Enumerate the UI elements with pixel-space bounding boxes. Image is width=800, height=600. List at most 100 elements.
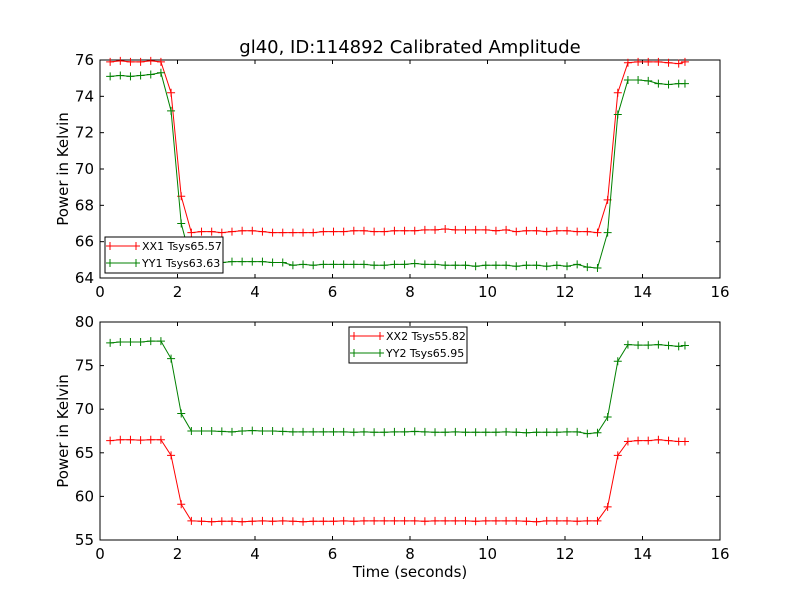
data-point <box>319 517 328 526</box>
data-point <box>634 341 643 350</box>
legend-label: XX1 Tsys65.57 <box>142 240 222 253</box>
data-point <box>278 516 287 525</box>
y-axis-label-bottom: Power in Kelvin <box>54 374 72 488</box>
data-point <box>674 342 683 351</box>
plot-bottom: 0 2 4 6 8 10 12 14 16 55 60 65 70 75 80 Power in Kelvi… <box>54 313 730 581</box>
data-point <box>420 427 429 436</box>
data-point <box>197 517 206 526</box>
data-point <box>451 427 460 436</box>
data-point <box>593 428 602 437</box>
data-point <box>634 436 643 445</box>
x-tick-label: 14 <box>633 545 652 563</box>
data-point <box>583 263 592 272</box>
data-point <box>116 338 125 347</box>
data-point <box>299 517 308 526</box>
data-point <box>238 427 247 435</box>
data-point <box>502 261 511 270</box>
data-point <box>680 57 689 66</box>
data-point <box>522 517 531 526</box>
data-point <box>248 226 257 235</box>
x-tick-label: 14 <box>633 283 652 301</box>
data-point <box>339 427 348 436</box>
data-point <box>156 68 165 77</box>
data-point <box>227 427 236 436</box>
data-point <box>471 428 480 437</box>
data-point <box>116 435 125 444</box>
data-point <box>420 225 429 234</box>
data-point <box>542 516 551 525</box>
data-point <box>461 516 470 525</box>
data-point <box>593 516 602 525</box>
data-point <box>390 427 399 436</box>
data-point <box>329 427 338 436</box>
data-point <box>288 261 297 270</box>
data-point <box>380 261 389 270</box>
data-point <box>573 517 582 526</box>
data-point <box>532 226 541 235</box>
data-point <box>664 80 673 89</box>
data-point <box>613 451 622 460</box>
data-point <box>359 260 368 269</box>
data-point <box>126 338 135 347</box>
data-point <box>573 427 582 436</box>
series-line-1 <box>110 439 685 523</box>
legend-frame <box>104 236 224 274</box>
legend-top: XX1 Tsys65.57 YY1 Tsys63.63 <box>104 236 224 274</box>
data-point <box>522 226 531 235</box>
x-tick-label: 4 <box>250 545 260 563</box>
data-point <box>532 428 541 437</box>
data-point <box>400 226 409 235</box>
data-point <box>319 260 328 269</box>
data-point <box>542 227 551 236</box>
data-point <box>542 428 551 437</box>
x-tick-label: 16 <box>710 545 729 563</box>
data-point <box>644 436 653 445</box>
x-tick-label: 8 <box>405 545 415 563</box>
legend-frame <box>348 326 468 364</box>
data-point <box>552 226 561 235</box>
data-point <box>491 516 500 525</box>
data-point <box>563 516 572 525</box>
data-point <box>177 500 186 509</box>
data-point <box>420 517 429 526</box>
y-tick-label: 80 <box>75 313 94 331</box>
data-point <box>573 260 582 269</box>
data-point <box>613 88 622 97</box>
data-point <box>177 409 186 418</box>
data-point <box>623 58 632 67</box>
data-point <box>370 227 379 236</box>
data-point <box>512 516 521 525</box>
data-point <box>197 227 206 236</box>
y-tick-label: 70 <box>75 160 94 178</box>
data-point <box>431 516 440 525</box>
data-point <box>349 428 358 437</box>
legend-label: YY2 Tsys65.95 <box>385 347 464 360</box>
data-point <box>167 106 176 115</box>
data-point <box>512 428 521 437</box>
data-point <box>451 261 460 270</box>
y-tick-label: 66 <box>75 233 94 251</box>
data-point <box>644 341 653 350</box>
data-point <box>156 337 165 346</box>
data-point <box>329 517 338 526</box>
data-point <box>613 110 622 119</box>
data-point <box>390 260 399 269</box>
data-point <box>512 227 521 236</box>
data-point <box>248 257 257 266</box>
data-point <box>522 428 531 437</box>
x-tick-label: 2 <box>173 283 183 301</box>
data-point <box>359 516 368 525</box>
data-point <box>644 76 653 85</box>
data-point <box>680 79 689 88</box>
data-point <box>329 227 338 236</box>
data-point <box>410 259 419 268</box>
x-axis-label-bottom: Time (seconds) <box>352 563 468 581</box>
data-point <box>603 228 612 237</box>
data-point <box>461 428 470 437</box>
data-point <box>593 228 602 237</box>
legend-swatch-marker <box>106 242 140 250</box>
data-point <box>238 517 247 526</box>
x-tick-label: 6 <box>328 545 338 563</box>
y-tick-label: 75 <box>75 357 94 375</box>
data-point <box>491 261 500 270</box>
